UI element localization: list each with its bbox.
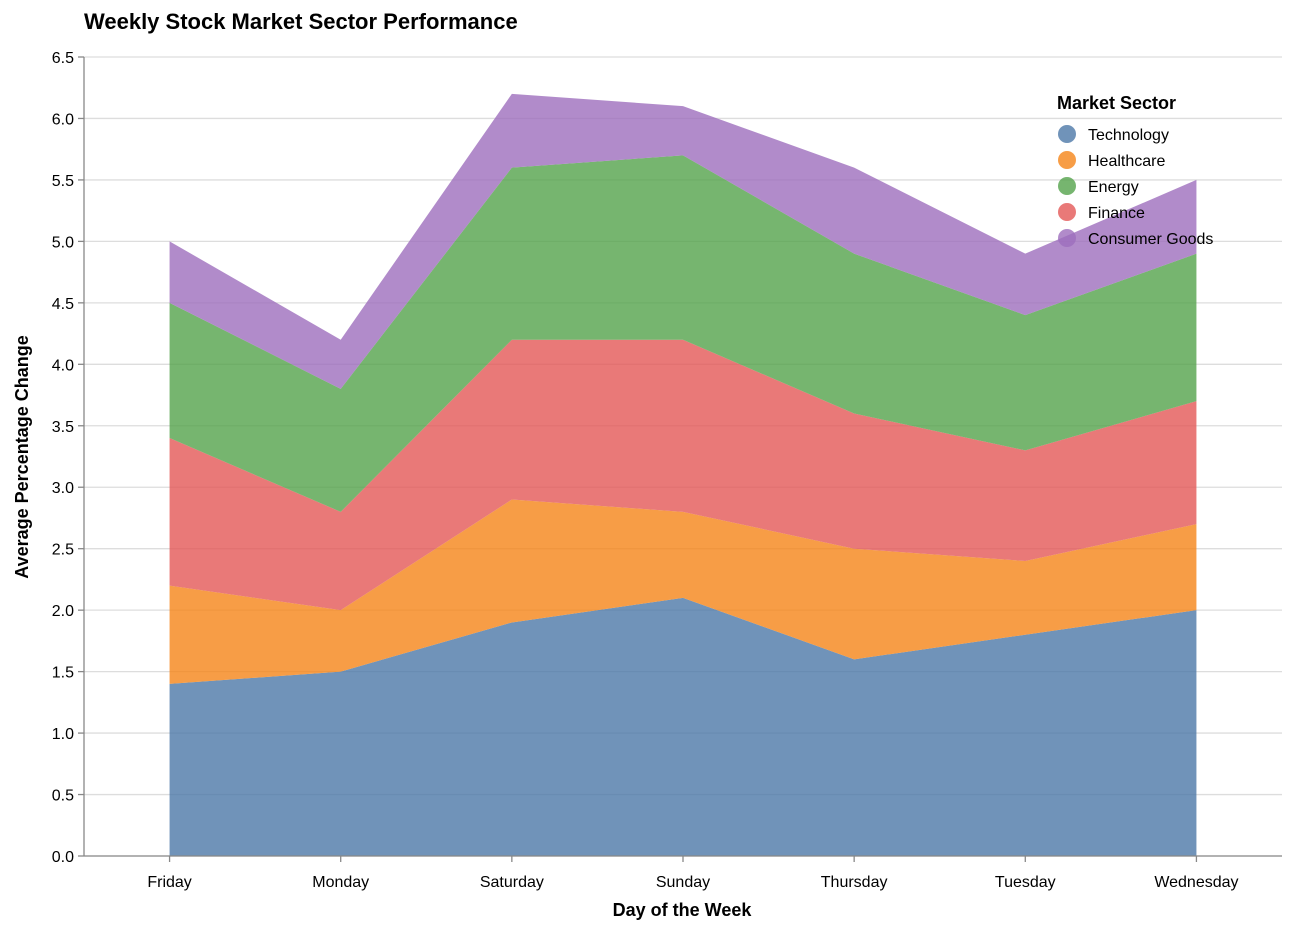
y-tick-label: 2.5 [52, 542, 74, 559]
y-axis: 0.0 0.5 1.0 1.5 2.0 2.5 3.0 3.5 4.0 4.5 5.0 5.5 6.0 6… [52, 50, 85, 866]
legend: Market Sector Technology Healthcare Energy… [1057, 93, 1213, 248]
area-technology [169, 597, 1197, 856]
legend-label: Consumer Goods [1088, 231, 1213, 248]
legend-swatch [1058, 229, 1076, 247]
y-tick-label: 3.5 [52, 419, 74, 436]
y-tick-label: 6.5 [52, 50, 74, 67]
legend-label: Energy [1088, 179, 1139, 196]
area-consumer-goods [169, 93, 1197, 389]
legend-label: Technology [1088, 127, 1169, 144]
y-tick-label: 1.5 [52, 665, 74, 682]
y-tick-label: 3.0 [52, 480, 74, 497]
x-tick-label: Monday [312, 874, 369, 891]
legend-title: Market Sector [1057, 93, 1176, 113]
legend-label: Finance [1088, 205, 1145, 222]
y-tick-label: 5.0 [52, 234, 74, 251]
y-tick-label: 0.5 [52, 788, 74, 805]
legend-swatch [1058, 203, 1076, 221]
x-axis-title: Day of the Week [613, 900, 753, 920]
chart-title: Weekly Stock Market Sector Performance [84, 9, 518, 34]
x-tick-label: Tuesday [995, 874, 1056, 891]
area-energy [169, 155, 1197, 512]
x-tick-label: Sunday [656, 874, 710, 891]
legend-swatch [1058, 177, 1076, 195]
legend-label: Healthcare [1088, 153, 1165, 170]
area-series [169, 93, 1197, 856]
y-tick-label: 0.0 [52, 849, 74, 866]
y-tick-label: 1.0 [52, 726, 74, 743]
legend-swatch [1058, 125, 1076, 143]
legend-swatch [1058, 151, 1076, 169]
x-tick-label: Saturday [480, 874, 544, 891]
x-tick-label: Friday [147, 874, 191, 891]
y-axis-title: Average Percentage Change [12, 335, 32, 578]
x-axis: Friday Monday Saturday Sunday Thursday Tuesda… [84, 855, 1282, 891]
x-tick-label: Thursday [821, 874, 888, 891]
y-tick-label: 4.5 [52, 296, 74, 313]
y-tick-label: 6.0 [52, 111, 74, 128]
area-healthcare [169, 499, 1197, 684]
x-tick-label: Wednesday [1154, 874, 1238, 891]
y-tick-label: 4.0 [52, 357, 74, 374]
area-finance [169, 339, 1197, 611]
y-tick-label: 5.5 [52, 173, 74, 190]
y-tick-label: 2.0 [52, 603, 74, 620]
